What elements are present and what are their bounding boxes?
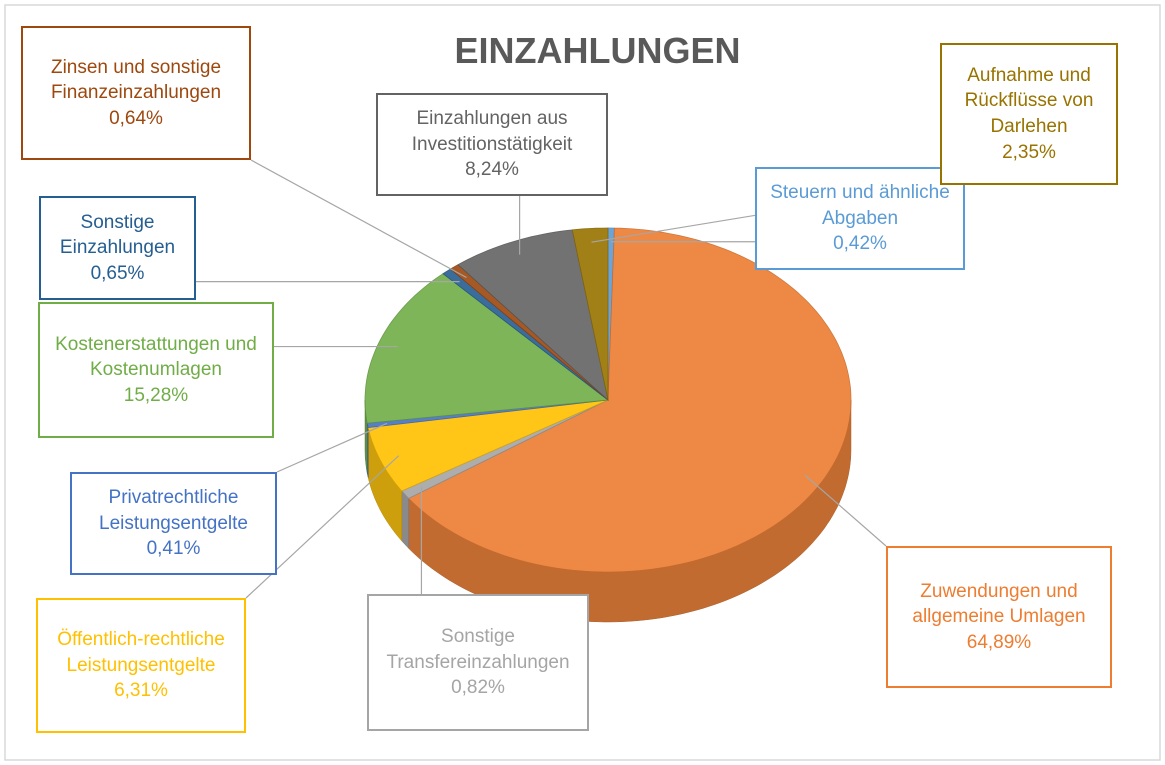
- data-label: Aufnahme und Rückflüsse von Darlehen 2,35…: [940, 43, 1118, 185]
- value-label: 8,24%: [465, 159, 519, 181]
- pie-slice: [364, 273, 610, 424]
- pie-sides: [364, 399, 852, 623]
- category-label: Zuwendungen und allgemeine Umlagen: [912, 580, 1086, 628]
- data-label: Kostenerstattungen und Kostenumlagen 15,2…: [38, 302, 274, 438]
- value-label: 0,65%: [90, 262, 145, 284]
- value-label: 6,31%: [114, 680, 168, 702]
- value-label: 0,64%: [109, 107, 163, 129]
- category-label: Aufnahme und Rückflüsse von Darlehen: [964, 64, 1094, 137]
- category-label: Steuern und ähnliche Abgaben: [770, 182, 950, 229]
- data-label: Privatrechtliche Leistungsentgelte 0,41%: [70, 472, 277, 575]
- data-label: Einzahlungen aus Investitionstätigkeit 8,…: [376, 93, 608, 196]
- data-label: Zinsen und sonstige Finanzeinzahlungen 0,…: [21, 26, 251, 160]
- data-label: Sonstige Einzahlungen 0,65%: [39, 196, 196, 300]
- category-label: Öffentlich-rechtliche Leistungsentgelte: [57, 629, 225, 676]
- leader-line: [276, 422, 388, 473]
- chart-title: EINZAHLUNGEN: [454, 30, 741, 71]
- category-label: Zinsen und sonstige Finanzeinzahlungen: [50, 56, 222, 104]
- category-label: Privatrechtliche Leistungsentgelte: [99, 487, 248, 534]
- data-label: Sonstige Transfereinzahlungen 0,82%: [367, 594, 589, 731]
- leader-line: [804, 474, 887, 547]
- data-label: Steuern und ähnliche Abgaben 0,42%: [755, 167, 965, 270]
- chart-border: [4, 4, 1161, 761]
- value-label: 2,35%: [1002, 141, 1056, 163]
- pie-slice: [367, 399, 609, 492]
- value-label: 15,28%: [123, 384, 189, 406]
- category-label: Sonstige Transfereinzahlungen: [386, 626, 570, 673]
- category-label: Einzahlungen aus Investitionstätigkeit: [411, 108, 573, 155]
- leader-line: [250, 159, 467, 279]
- category-label: Sonstige Einzahlungen: [59, 211, 176, 259]
- category-label: Kostenerstattungen und Kostenumlagen: [55, 333, 257, 381]
- data-label: Zuwendungen und allgemeine Umlagen 64,89%: [886, 546, 1112, 688]
- slice-side: [401, 490, 409, 550]
- value-label: 64,89%: [966, 631, 1032, 653]
- pie-tops: [364, 227, 852, 573]
- pie-slice: [457, 229, 609, 402]
- value-label: 0,82%: [451, 677, 505, 699]
- value-label: 0,41%: [146, 538, 201, 560]
- data-label: Öffentlich-rechtliche Leistungsentgelte 6…: [36, 598, 246, 733]
- value-label: 0,42%: [833, 233, 887, 255]
- pie-slice: [571, 227, 609, 401]
